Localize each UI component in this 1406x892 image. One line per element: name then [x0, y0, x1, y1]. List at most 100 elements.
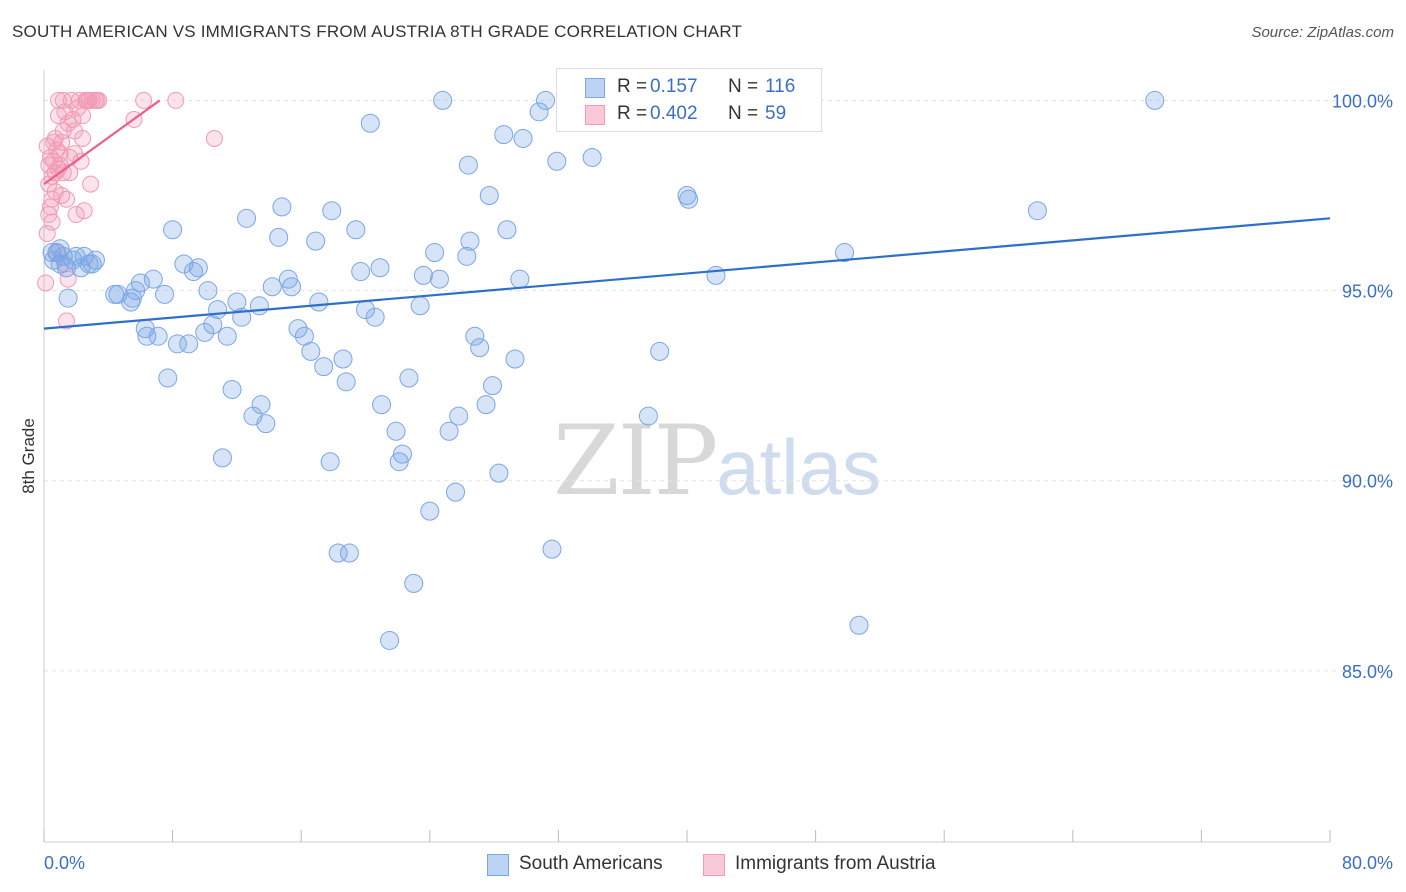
data-point-south-american: [505, 349, 525, 369]
data-point-south-american: [1145, 90, 1165, 110]
data-point-south-american: [333, 349, 353, 369]
data-point-south-american: [85, 250, 105, 270]
data-point-south-american: [494, 125, 514, 145]
y-tick-label: 85.0%: [1342, 662, 1393, 682]
data-point-south-american: [249, 296, 269, 316]
legend-label: Immigrants from Austria: [735, 853, 936, 874]
data-point-south-american: [425, 243, 445, 263]
data-point-south-american: [278, 269, 298, 289]
stats-row-immigrants-from-austria: R = 0.402 N = 59: [557, 100, 821, 128]
data-point-south-american: [386, 421, 406, 441]
data-point-south-american: [301, 341, 321, 361]
data-point-south-american: [529, 102, 549, 122]
data-point-south-american: [380, 630, 400, 650]
data-point-south-american: [188, 258, 208, 278]
data-point-south-american: [835, 243, 855, 263]
data-point-south-american: [410, 296, 430, 316]
data-point-south-american: [479, 185, 499, 205]
data-point-south-american: [63, 250, 83, 270]
data-point-south-american: [849, 615, 869, 635]
data-point-south-american: [392, 444, 412, 464]
data-point-south-american: [269, 227, 289, 247]
data-point-south-american: [420, 501, 440, 521]
legend-swatch-pink: [585, 105, 605, 125]
data-point-south-american: [217, 326, 237, 346]
data-point-south-american: [262, 277, 282, 297]
data-point-austria: [58, 312, 76, 330]
data-point-south-american: [179, 334, 199, 354]
data-point-austria: [45, 133, 63, 151]
data-point-south-american: [137, 326, 157, 346]
data-point-austria: [43, 213, 61, 231]
data-point-south-american: [389, 452, 409, 472]
series-immigrants-from-austria: [37, 91, 223, 330]
data-point-south-american: [372, 395, 392, 415]
data-point-south-american: [208, 300, 228, 320]
data-point-austria: [53, 186, 71, 204]
data-point-south-american: [536, 90, 556, 110]
data-point-austria: [37, 274, 55, 292]
data-point-austria: [82, 175, 100, 193]
source-credit: Source: ZipAtlas.com: [1251, 24, 1394, 41]
data-point-south-american: [365, 307, 385, 327]
x-tick-label: 80.0%: [1342, 853, 1393, 873]
data-point-south-american: [510, 269, 530, 289]
legend-label: South Americans: [519, 853, 663, 874]
data-point-austria: [88, 91, 106, 109]
data-point-south-american: [370, 258, 390, 278]
data-point-south-american: [360, 113, 380, 133]
data-point-south-american: [122, 288, 142, 308]
r-label: R =: [617, 103, 648, 124]
data-point-south-american: [251, 395, 271, 415]
data-point-austria: [75, 202, 93, 220]
data-point-south-american: [272, 197, 292, 217]
x-tick-label: 0.0%: [44, 853, 85, 873]
data-point-south-american: [457, 246, 477, 266]
chart-title: SOUTH AMERICAN VS IMMIGRANTS FROM AUSTRI…: [12, 22, 743, 41]
data-point-south-american: [433, 90, 453, 110]
r-label: R =: [617, 76, 648, 97]
data-point-austria: [167, 91, 185, 109]
data-point-austria: [43, 190, 61, 208]
watermark-atlas: atlas: [716, 423, 881, 511]
data-point-south-american: [336, 372, 356, 392]
stats-row-south-americans: R = 0.157 N = 116: [557, 73, 821, 101]
data-point-south-american: [288, 319, 308, 339]
r-value: 0.157: [650, 76, 698, 97]
data-point-south-american: [314, 357, 334, 377]
data-point-south-american: [158, 368, 178, 388]
data-point-austria: [205, 129, 223, 147]
n-label: N =: [728, 76, 759, 97]
data-point-south-american: [222, 379, 242, 399]
stats-legend: R = 0.157 N = 116 R = 0.402 N = 59: [556, 68, 822, 132]
data-point-south-american: [82, 254, 102, 274]
data-point-south-american: [650, 341, 670, 361]
series-legend: South Americans Immigrants from Austria: [0, 852, 1406, 878]
data-point-south-american: [328, 543, 348, 563]
data-point-austria: [54, 122, 72, 140]
data-point-south-american: [346, 220, 366, 240]
data-point-south-american: [413, 265, 433, 285]
data-point-south-american: [542, 539, 562, 559]
trend-line-immigrants-from-austria: [43, 99, 161, 185]
grid: [44, 99, 1392, 672]
data-point-austria: [74, 107, 92, 125]
trend-line-south-americans: [43, 217, 1331, 330]
axes: [43, 70, 1331, 843]
data-point-south-american: [163, 220, 183, 240]
watermark: ZIPatlas: [553, 405, 881, 517]
data-point-south-american: [458, 155, 478, 175]
watermark-zip: ZIP: [553, 405, 718, 517]
data-point-south-american: [155, 284, 175, 304]
data-point-south-american: [320, 452, 340, 472]
data-point-south-american: [50, 239, 70, 259]
data-point-south-american: [429, 269, 449, 289]
y-axis-title: 8th Grade: [19, 418, 38, 494]
n-value: 59: [765, 103, 787, 124]
data-point-south-american: [351, 262, 371, 282]
data-point-south-american: [446, 482, 466, 502]
data-point-south-american: [322, 201, 342, 221]
data-point-south-american: [638, 406, 658, 426]
tick-labels: 85.0% 90.0% 95.0% 100.0% 0.0% 80.0% 8th Grade: [19, 91, 1393, 873]
data-point-south-american: [282, 277, 302, 297]
